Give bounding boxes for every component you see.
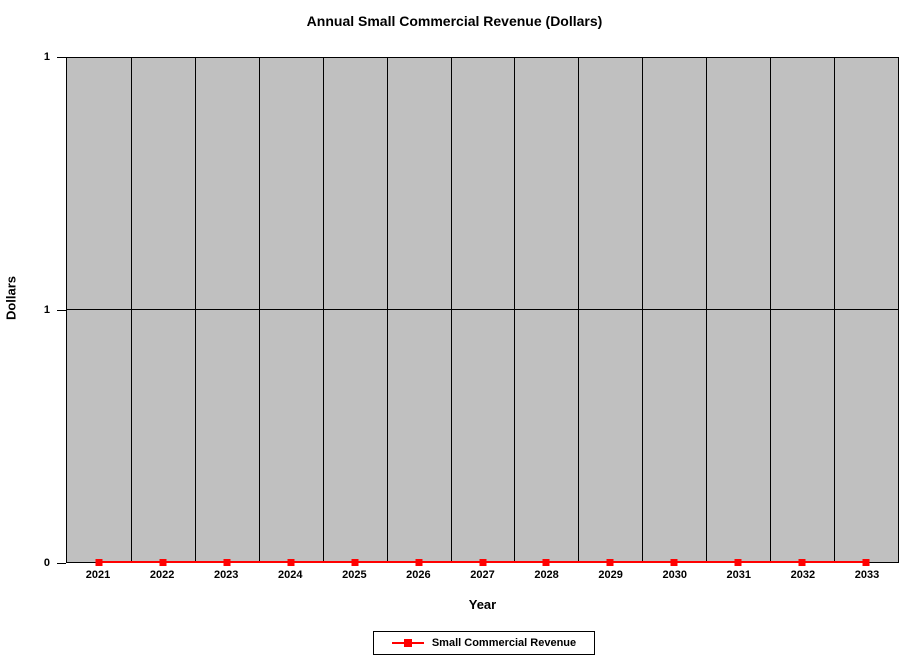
gridline-vertical <box>834 58 836 562</box>
series-marker <box>734 559 742 566</box>
legend-square-marker-icon <box>403 639 412 647</box>
x-axis-title: Year <box>468 597 497 612</box>
legend: Small Commercial Revenue <box>373 631 595 655</box>
x-tick-label: 2033 <box>854 569 880 581</box>
gridline-horizontal <box>67 309 898 310</box>
series-marker <box>287 559 295 566</box>
y-tick-label: 1 <box>43 304 50 316</box>
gridline-vertical <box>194 58 196 562</box>
x-tick-label: 2026 <box>406 569 431 581</box>
series-marker <box>415 559 423 566</box>
y-tick-label: 1 <box>43 51 50 63</box>
legend-series-label: Small Commercial Revenue <box>431 637 577 649</box>
x-tick-label: 2025 <box>342 569 367 581</box>
y-tick-mark <box>57 309 66 311</box>
x-tick-label: 2031 <box>726 569 752 581</box>
series-marker <box>223 559 231 566</box>
x-tick-label: 2028 <box>534 569 559 581</box>
gridline-vertical <box>322 58 324 562</box>
x-tick-label: 2021 <box>85 569 111 581</box>
gridline-vertical <box>706 58 708 562</box>
gridline-vertical <box>642 58 644 562</box>
legend-series-sample <box>391 639 424 647</box>
x-tick-label: 2029 <box>598 569 623 581</box>
y-tick-mark <box>57 56 66 58</box>
x-tick-label: 2022 <box>149 569 175 581</box>
gridline-vertical <box>578 58 580 562</box>
x-tick-label: 2024 <box>278 569 303 581</box>
y-tick-mark <box>57 562 66 564</box>
gridline-vertical <box>386 58 388 562</box>
series-marker <box>95 559 103 566</box>
x-tick-label: 2030 <box>662 569 687 581</box>
gridline-vertical <box>514 58 516 562</box>
gridline-vertical <box>258 58 260 562</box>
series-marker <box>542 559 550 566</box>
x-axis: 2021 2022 2023 2024 2025 2026 2027 2028 2029 2030… <box>66 569 899 585</box>
gridline-vertical <box>450 58 452 562</box>
series-marker <box>798 559 806 566</box>
series-marker <box>479 559 486 566</box>
x-tick-label: 2027 <box>470 569 495 581</box>
series-marker <box>670 559 678 566</box>
x-tick-label: 2032 <box>790 569 816 581</box>
y-axis: 0 1 1 <box>0 51 66 569</box>
series-marker <box>159 559 167 566</box>
y-tick-label: 0 <box>43 557 50 569</box>
series-marker <box>351 559 359 566</box>
series-marker <box>606 559 614 566</box>
gridline-vertical <box>770 58 772 562</box>
chart-title: Annual Small Commercial Revenue (Dollars… <box>306 13 603 29</box>
gridline-vertical <box>130 58 132 562</box>
series-marker <box>862 559 870 566</box>
plot-area <box>66 57 899 566</box>
x-tick-label: 2023 <box>213 569 239 581</box>
